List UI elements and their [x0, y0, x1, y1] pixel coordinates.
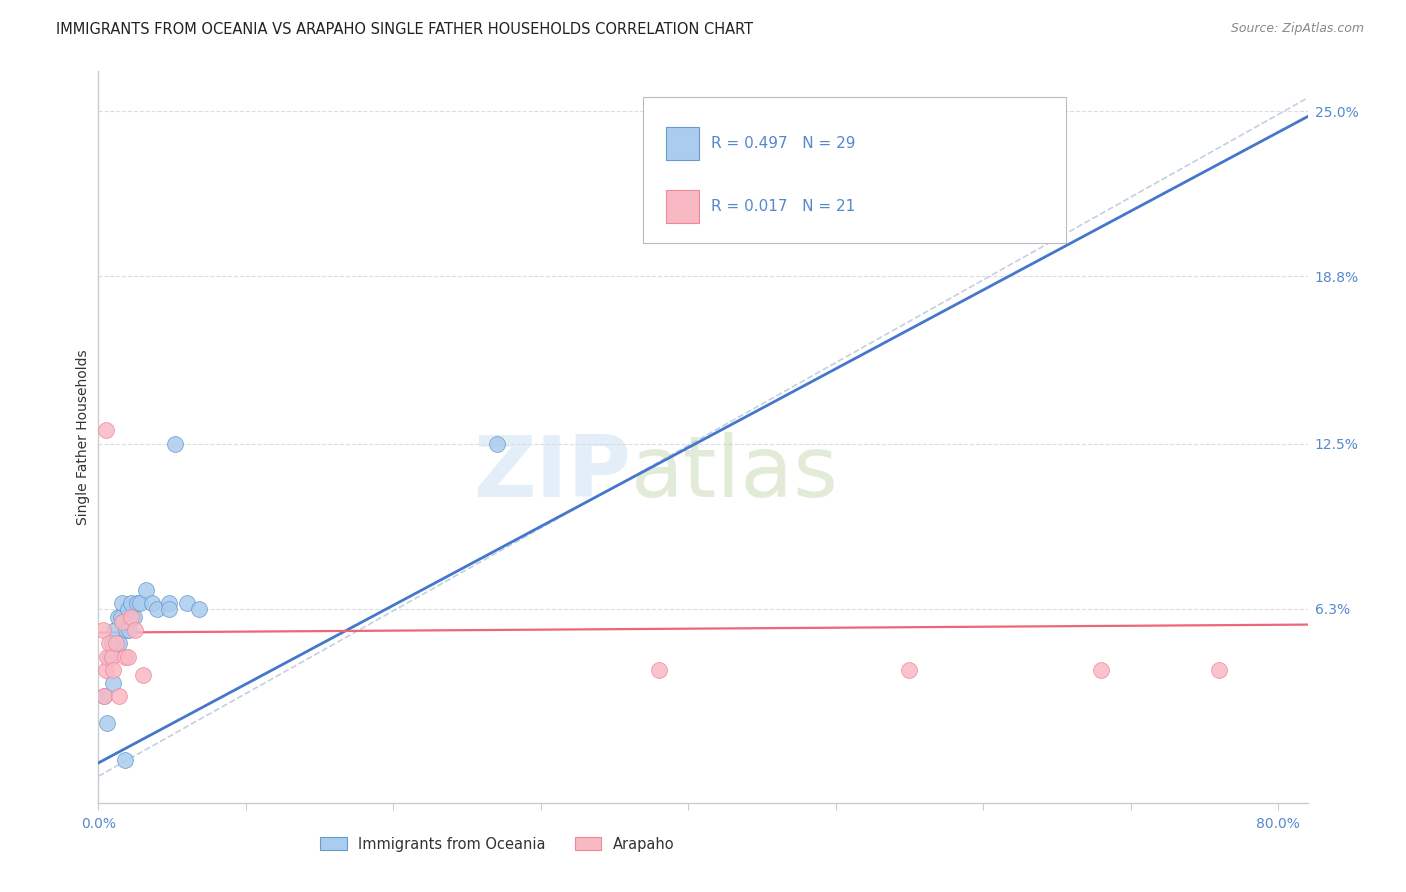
Point	[107, 609, 129, 624]
FancyBboxPatch shape	[643, 97, 1066, 244]
Point	[157, 601, 180, 615]
Point	[112, 615, 135, 629]
Y-axis label: Single Father Households: Single Father Households	[76, 350, 90, 524]
Text: R = 0.017   N = 21: R = 0.017 N = 21	[711, 199, 856, 214]
Point	[898, 663, 921, 677]
Point	[111, 596, 134, 610]
Point	[100, 649, 122, 664]
FancyBboxPatch shape	[665, 128, 699, 161]
Point	[94, 424, 117, 438]
Legend: Immigrants from Oceania, Arapaho: Immigrants from Oceania, Arapaho	[315, 831, 681, 858]
Point	[131, 668, 153, 682]
Point	[128, 596, 150, 610]
Point	[485, 436, 508, 450]
Point	[101, 663, 124, 677]
Point	[146, 601, 169, 615]
Point	[105, 636, 128, 650]
Point	[110, 609, 132, 624]
Point	[96, 649, 118, 664]
Point	[108, 690, 131, 704]
Point	[135, 582, 157, 597]
Point	[117, 649, 139, 664]
Text: Source: ZipAtlas.com: Source: ZipAtlas.com	[1230, 22, 1364, 36]
Text: IMMIGRANTS FROM OCEANIA VS ARAPAHO SINGLE FATHER HOUSEHOLDS CORRELATION CHART: IMMIGRANTS FROM OCEANIA VS ARAPAHO SINGL…	[56, 22, 754, 37]
Point	[108, 636, 131, 650]
Point	[114, 649, 136, 664]
Point	[118, 623, 141, 637]
Point	[100, 636, 122, 650]
Point	[97, 636, 120, 650]
Point	[165, 436, 187, 450]
Point	[1090, 663, 1112, 677]
Point	[93, 690, 115, 704]
Point	[91, 623, 114, 637]
Point	[187, 601, 209, 615]
Point	[115, 623, 138, 637]
Point	[120, 609, 142, 624]
Point	[117, 601, 139, 615]
Text: ZIP: ZIP	[472, 432, 630, 516]
Point	[98, 649, 121, 664]
Point	[120, 596, 142, 610]
Point	[176, 596, 198, 610]
Point	[1208, 663, 1230, 677]
Point	[111, 615, 134, 629]
Point	[141, 596, 163, 610]
Point	[96, 716, 118, 731]
Text: R = 0.497   N = 29: R = 0.497 N = 29	[711, 136, 856, 152]
Point	[125, 596, 148, 610]
Text: atlas: atlas	[630, 432, 838, 516]
Point	[114, 753, 136, 767]
Point	[94, 663, 117, 677]
Point	[122, 609, 145, 624]
Point	[93, 690, 115, 704]
FancyBboxPatch shape	[665, 190, 699, 223]
Point	[648, 663, 671, 677]
Point	[648, 211, 671, 225]
Point	[124, 623, 146, 637]
Point	[157, 596, 180, 610]
Point	[104, 623, 127, 637]
Point	[101, 676, 124, 690]
